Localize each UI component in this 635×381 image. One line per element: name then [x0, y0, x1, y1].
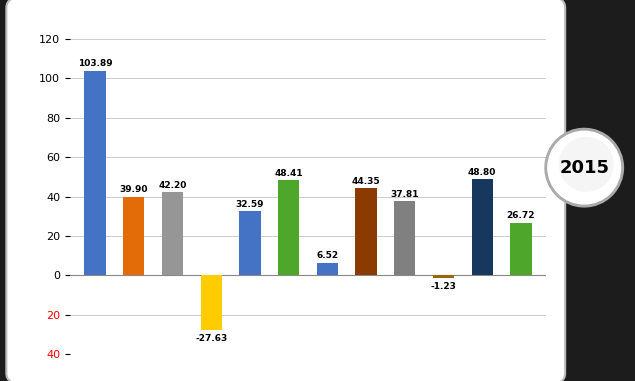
- Text: 26.72: 26.72: [507, 211, 535, 220]
- Bar: [472, 179, 493, 275]
- Bar: [433, 275, 454, 278]
- Text: 2015: 2015: [559, 158, 609, 177]
- Text: 6.52: 6.52: [316, 251, 338, 260]
- Text: 44.35: 44.35: [352, 177, 380, 186]
- Bar: [162, 192, 183, 275]
- Bar: [201, 275, 222, 330]
- Bar: [317, 263, 338, 275]
- Text: 48.80: 48.80: [468, 168, 497, 177]
- Text: 48.41: 48.41: [274, 169, 303, 178]
- Text: 42.20: 42.20: [158, 181, 187, 190]
- Text: -1.23: -1.23: [431, 282, 457, 291]
- Bar: [356, 188, 377, 275]
- Circle shape: [545, 128, 624, 207]
- Bar: [394, 201, 415, 275]
- Text: 32.59: 32.59: [236, 200, 264, 209]
- Circle shape: [559, 138, 613, 191]
- Text: -27.63: -27.63: [195, 334, 227, 343]
- Text: 103.89: 103.89: [77, 59, 112, 68]
- Text: 37.81: 37.81: [391, 189, 419, 199]
- Text: 39.90: 39.90: [119, 186, 148, 194]
- Bar: [278, 180, 299, 275]
- Circle shape: [548, 131, 620, 204]
- Bar: [84, 70, 105, 275]
- Bar: [239, 211, 260, 275]
- Bar: [123, 197, 144, 275]
- Bar: [511, 223, 531, 275]
